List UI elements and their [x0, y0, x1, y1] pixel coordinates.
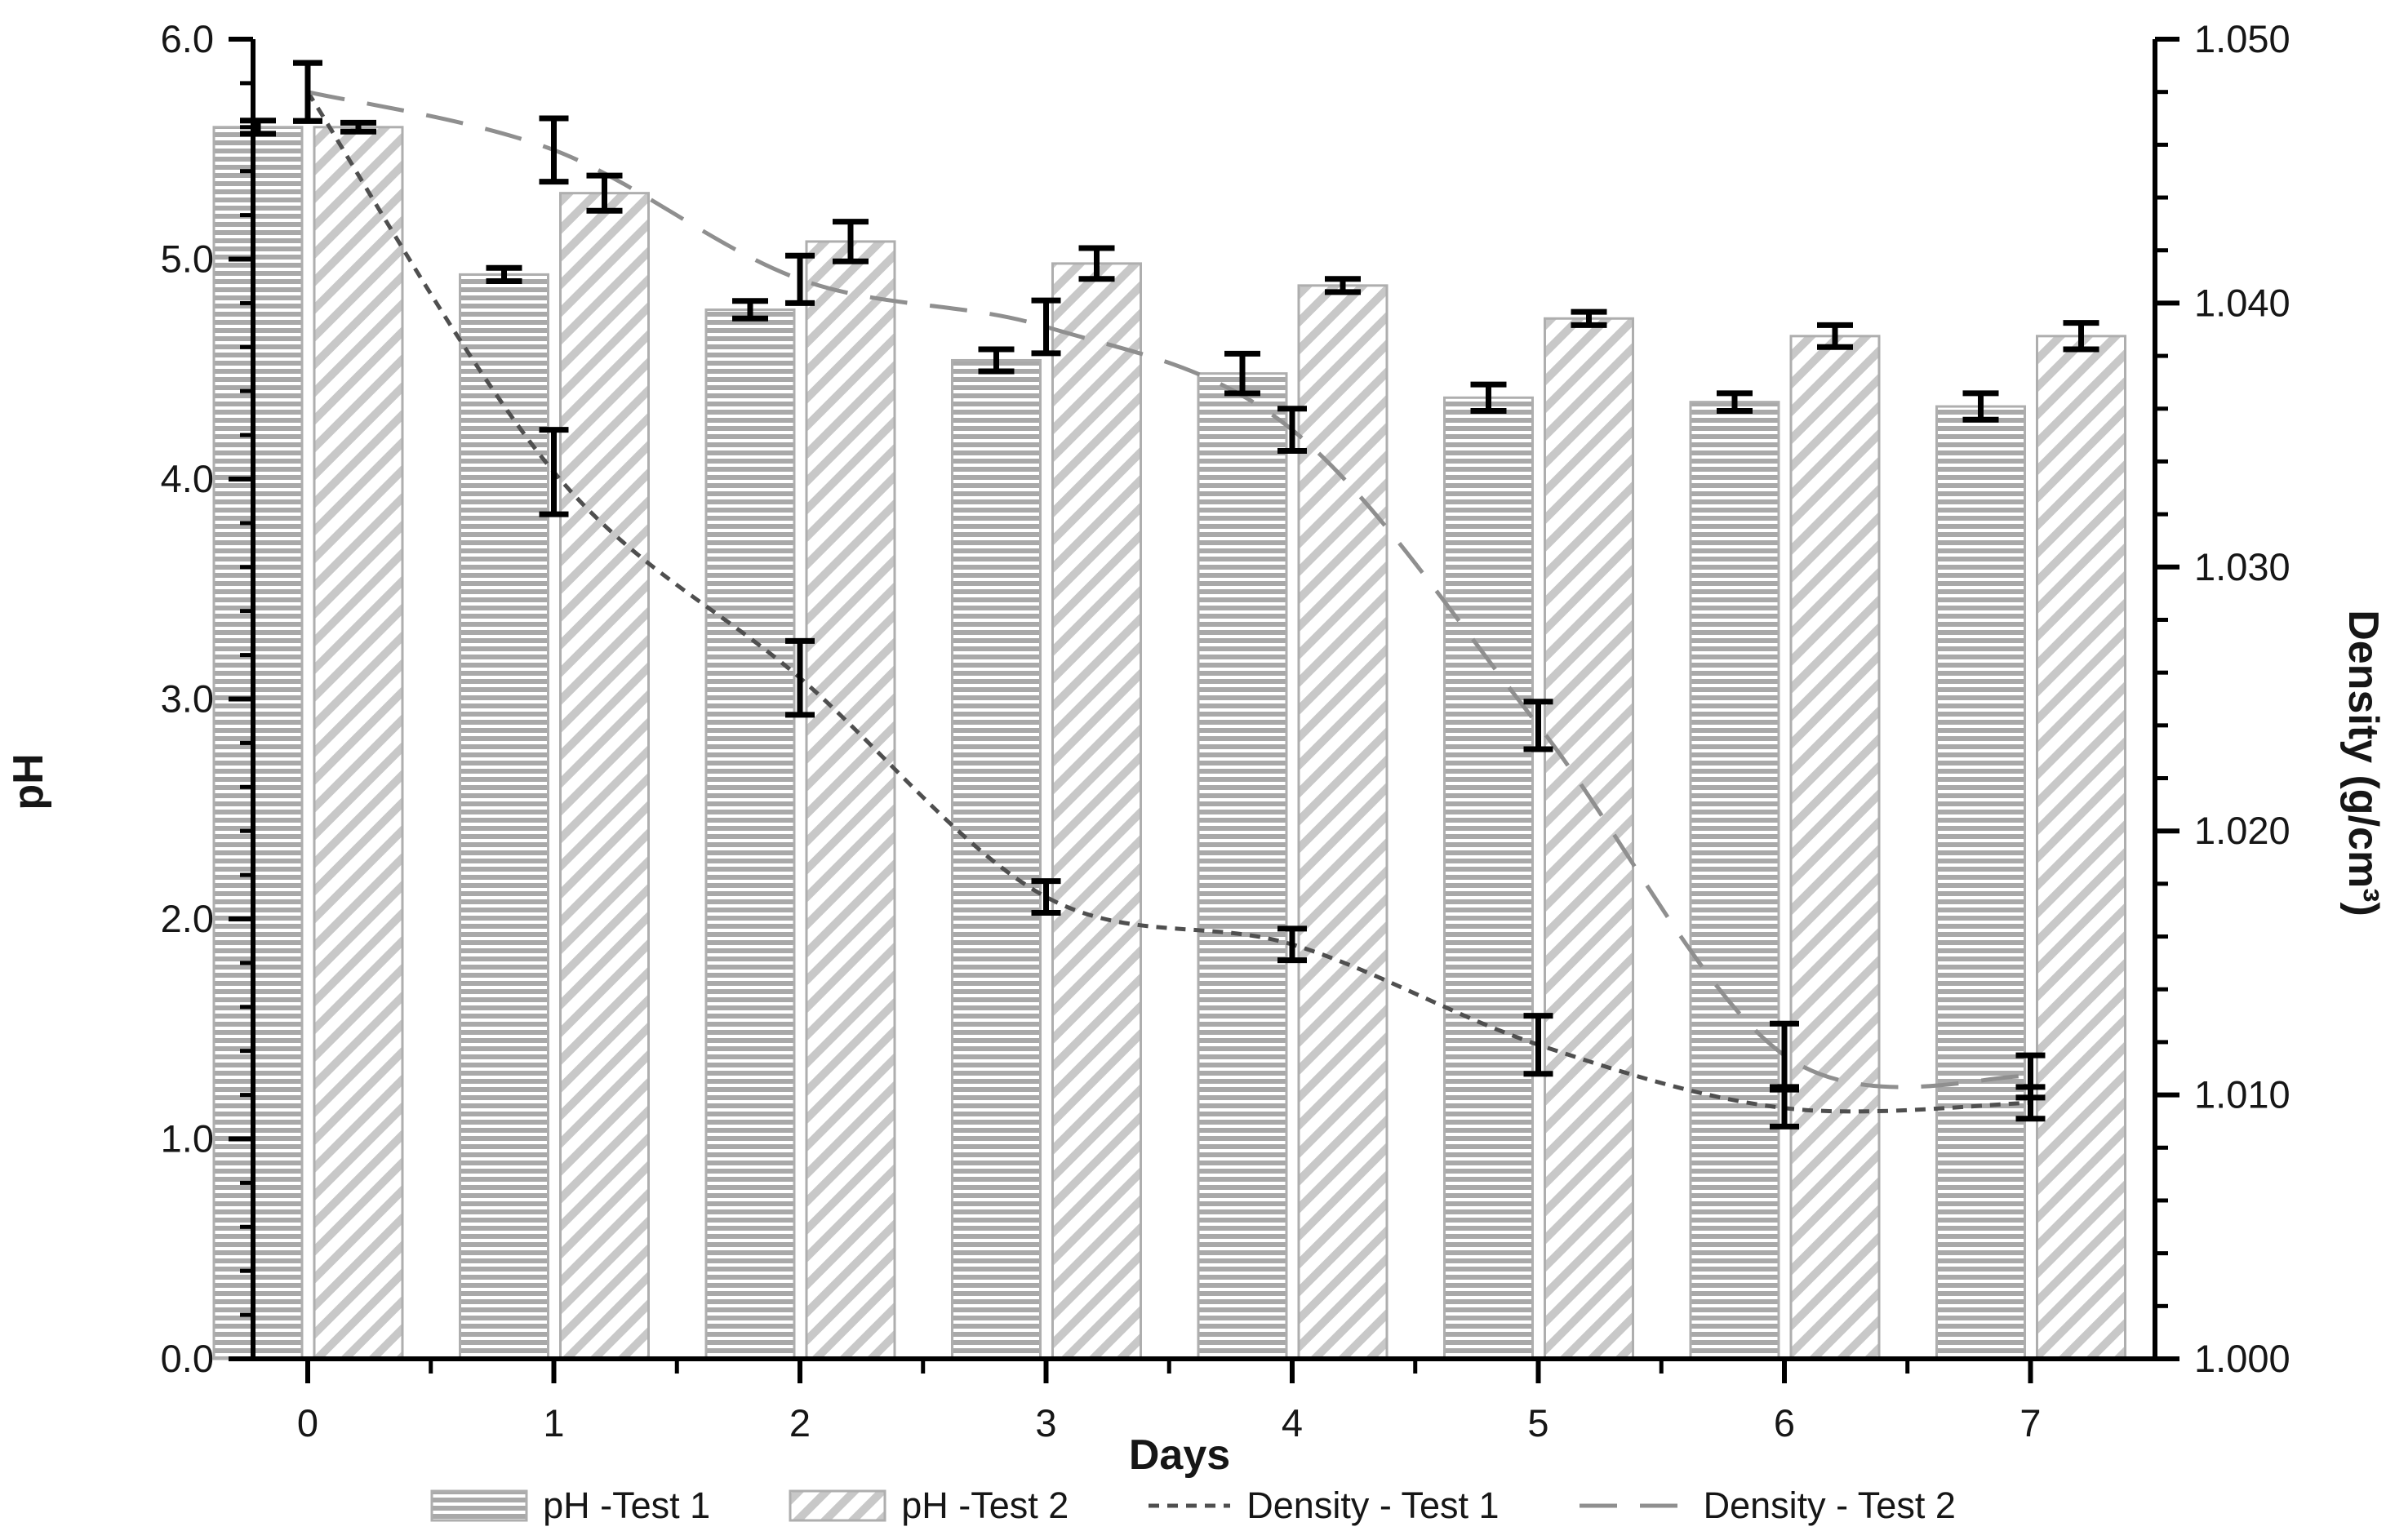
dashed-line-swatch-icon [1579, 1503, 1687, 1508]
x-tick-label: 5 [1527, 1401, 1548, 1445]
error-bar [1817, 322, 1853, 350]
legend-swatch-rect [430, 1489, 528, 1522]
error-bar [1523, 1013, 1553, 1077]
axes-group [229, 37, 2179, 1383]
x-tick-label: 3 [1035, 1401, 1056, 1445]
left-tick-label: 1.0 [161, 1117, 214, 1161]
error-bar [785, 252, 815, 306]
y-axis-title-right: Density (g/cm³) [2339, 610, 2386, 916]
error-bar [1078, 245, 1115, 282]
legend-item-density---test-2: Density - Test 2 [1578, 1485, 1956, 1527]
error-bar [539, 115, 569, 185]
x-axis-title: Days [1129, 1431, 1230, 1479]
legend-label: Density - Test 2 [1703, 1485, 1956, 1526]
error-bar [978, 346, 1015, 375]
chart-legend: pH -Test 1 pH -Test 2 Density - Test 1 Dens… [0, 1476, 2386, 1536]
right-tick-label: 1.020 [2194, 809, 2290, 852]
right-tick-label: 1.010 [2194, 1073, 2290, 1116]
right-tick-label: 1.050 [2194, 17, 2290, 60]
legend-item-density---test-1: Density - Test 1 [1147, 1485, 1500, 1527]
error-bar [1031, 878, 1061, 916]
x-tick-label: 2 [789, 1401, 811, 1445]
bar-ph--test-2 [1051, 262, 1142, 1360]
right-tick-label: 1.000 [2194, 1337, 2290, 1380]
error-bar [1571, 308, 1607, 328]
error-bar [1224, 350, 1260, 397]
error-bar [1523, 699, 1553, 752]
left-tick-label: 3.0 [161, 677, 214, 721]
bar-ph--test-1 [951, 358, 1042, 1360]
left-tick-label: 5.0 [161, 237, 214, 281]
x-tick-label: 7 [2019, 1401, 2041, 1445]
error-bar [586, 172, 623, 214]
bar-series-group [212, 126, 2126, 1360]
diagonal-hatch-swatch-icon [789, 1489, 886, 1522]
legend-label: Density - Test 1 [1246, 1485, 1500, 1526]
legend-item-ph--test-1: pH -Test 1 [430, 1485, 710, 1527]
error-bar [293, 60, 322, 124]
x-tick-label: 1 [543, 1401, 564, 1445]
error-bars-group [240, 60, 2099, 1129]
left-tick-label: 4.0 [161, 457, 214, 500]
error-bar [2063, 320, 2099, 353]
legend-swatch-rect [789, 1489, 886, 1522]
bar-ph--test-2 [1544, 317, 1634, 1360]
bar-ph--test-2 [559, 192, 650, 1360]
y-axis-title-left: pH [5, 753, 52, 810]
error-bar [833, 219, 869, 264]
error-bar [1962, 390, 1999, 423]
left-tick-label: 2.0 [161, 897, 214, 940]
right-tick-label: 1.040 [2194, 281, 2290, 324]
x-tick-label: 6 [1774, 1401, 1795, 1445]
bar-ph--test-1 [212, 126, 304, 1360]
error-bar [486, 264, 522, 284]
legend-item-ph--test-2: pH -Test 2 [789, 1485, 1069, 1527]
error-bar [1717, 390, 1753, 414]
error-bar [732, 298, 768, 322]
x-tick-label: 0 [297, 1401, 318, 1445]
error-bar [1470, 381, 1507, 414]
right-tick-label: 1.030 [2194, 545, 2290, 588]
bar-ph--test-2 [1297, 284, 1389, 1360]
bar-ph--test-1 [459, 273, 549, 1360]
left-tick-label: 0.0 [161, 1337, 214, 1380]
error-bar [785, 637, 815, 718]
bar-ph--test-2 [2036, 335, 2126, 1360]
error-bar [1770, 1020, 1799, 1090]
bar-ph--test-2 [805, 240, 896, 1360]
horizontal-hatch-swatch-icon [430, 1489, 528, 1522]
bar-ph--test-1 [1443, 396, 1534, 1360]
legend-label: pH -Test 1 [543, 1485, 711, 1526]
error-bar [2015, 1052, 2046, 1101]
error-bar [1325, 276, 1361, 295]
tick-labels-group: 0.0 1.0 2.0 3.0 4.0 5.0 6.0 1.000 1.010 1.020 1.03… [161, 17, 2290, 1445]
bar-ph--test-2 [1789, 335, 1881, 1360]
bar-ph--test-1 [1689, 401, 1780, 1360]
error-bar [1277, 406, 1307, 455]
error-bar [1277, 925, 1307, 964]
dotted-line-swatch-icon [1149, 1503, 1231, 1508]
bar-ph--test-1 [704, 308, 796, 1360]
x-tick-label: 4 [1282, 1401, 1303, 1445]
error-bar [539, 427, 569, 517]
bar-ph--test-1 [1197, 372, 1288, 1360]
error-bar [340, 119, 376, 135]
error-bar [240, 118, 276, 137]
left-tick-label: 6.0 [161, 17, 214, 60]
bar-ph--test-2 [313, 126, 404, 1360]
bar-ph--test-1 [1935, 405, 2026, 1360]
legend-label: pH -Test 2 [901, 1485, 1069, 1526]
error-bar [1031, 297, 1061, 357]
